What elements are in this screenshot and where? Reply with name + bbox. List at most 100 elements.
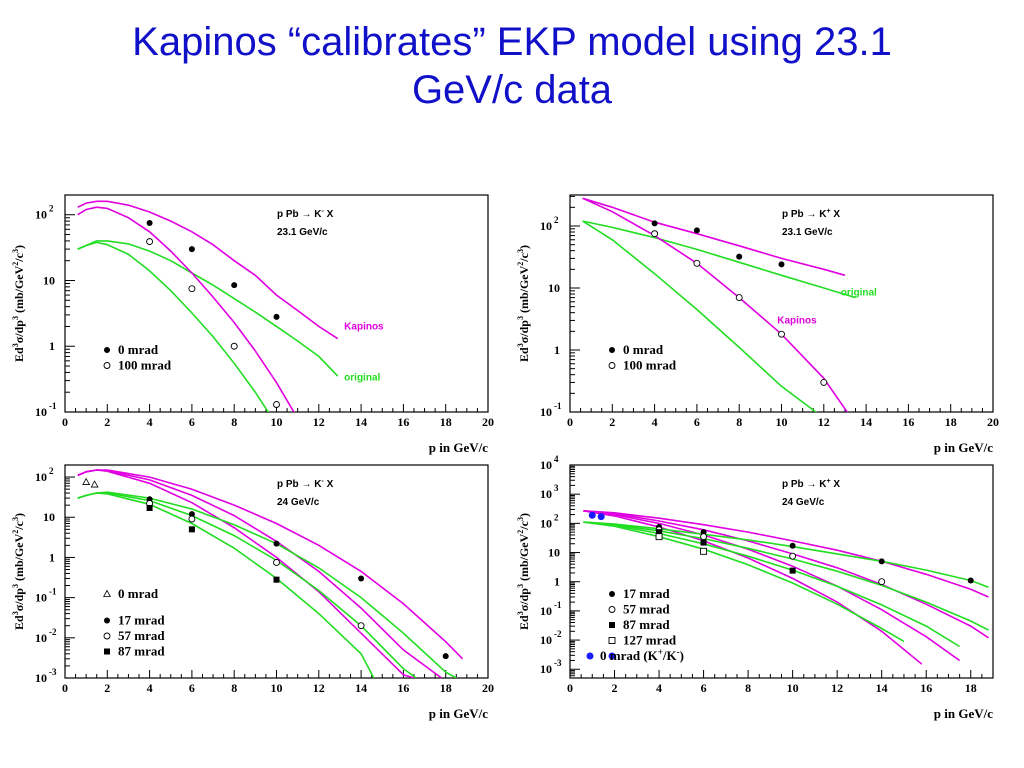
y-tick-exponent: 2 — [49, 204, 54, 214]
x-tick-label: 6 — [189, 681, 195, 695]
y-tick-exponent: 2 — [554, 215, 559, 225]
x-tick-label: 0 — [567, 681, 573, 695]
x-tick-label: 18 — [965, 681, 977, 695]
legend-label: 57 mrad — [623, 602, 670, 617]
y-tick-label: 10 — [35, 591, 47, 605]
legend-marker — [103, 589, 111, 597]
data-point — [90, 480, 99, 488]
original-curve-7 — [583, 521, 961, 648]
x-tick-label: 12 — [313, 681, 325, 695]
original-curve-5 — [583, 521, 989, 588]
legend-marker — [609, 591, 615, 597]
curves — [582, 197, 856, 412]
original-curve-6 — [77, 492, 375, 678]
x-tick-label: 2 — [104, 681, 110, 695]
legend-label: 0 mrad — [623, 342, 664, 357]
x-tick-label: 16 — [397, 681, 409, 695]
data-point — [700, 547, 708, 555]
data-point — [358, 575, 365, 582]
energy-label: 24 GeV/c — [782, 497, 825, 508]
y-tick-exponent: -1 — [554, 401, 562, 411]
curves — [77, 200, 339, 412]
original-curve-8 — [583, 521, 905, 643]
y-tick-label: 10 — [548, 546, 560, 560]
data-point — [273, 313, 280, 320]
legend-label: 87 mrad — [623, 617, 670, 632]
x-axis-label: p in GeV/c — [429, 706, 488, 721]
kapinos-curve-3 — [77, 206, 295, 412]
x-tick-label: 20 — [987, 415, 999, 429]
x-tick-label: 16 — [920, 681, 932, 695]
x-tick-label: 8 — [745, 681, 751, 695]
x-tick-label: 16 — [397, 415, 409, 429]
y-tick-exponent: 2 — [49, 466, 54, 476]
data-point — [273, 559, 280, 566]
data-point — [82, 477, 91, 485]
x-axis-label: p in GeV/c — [934, 706, 993, 721]
data-point — [188, 515, 196, 523]
x-tick-label: 6 — [189, 415, 195, 429]
data-point — [967, 577, 974, 584]
y-tick-label: 10 — [548, 281, 560, 295]
x-tick-label: 12 — [831, 681, 843, 695]
x-tick-label: 4 — [147, 415, 153, 429]
x-tick-label: 18 — [945, 415, 957, 429]
data-point — [651, 230, 659, 238]
legend-marker — [103, 362, 111, 369]
data-point — [597, 513, 605, 521]
data-point — [655, 533, 663, 541]
curve-label-kapinos: Kapinos — [344, 321, 384, 332]
y-tick-label: 10 — [540, 516, 552, 530]
x-tick-label: 10 — [787, 681, 799, 695]
x-tick-label: 2 — [609, 415, 615, 429]
legend-marker — [104, 617, 110, 624]
reaction-label: p Pb → K+ X — [782, 208, 840, 220]
data-point — [357, 622, 365, 630]
x-axis-label: p in GeV/c — [934, 440, 993, 455]
x-tick-label: 8 — [736, 415, 742, 429]
data-point — [736, 253, 743, 260]
x-tick-label: 0 — [62, 681, 68, 695]
y-tick-label: 10 — [35, 208, 47, 222]
legend-marker — [104, 347, 110, 353]
y-tick-label: 10 — [540, 633, 552, 647]
slide-title: Kapinos “calibrates” EKP model using 23.… — [0, 18, 1024, 114]
y-tick-label: 10 — [43, 510, 55, 524]
kapinos-curve-1 — [77, 200, 339, 340]
x-tick-label: 14 — [860, 415, 872, 429]
y-axis-label: Ed3σ/dp3 (mb/GeV2/c3) — [11, 513, 26, 630]
slide-title-line-2: GeV/c data — [411, 68, 613, 112]
data-point — [878, 578, 886, 586]
data-point — [735, 294, 743, 302]
data-point — [693, 259, 701, 267]
data-point — [273, 576, 280, 583]
energy-label: 23.1 GeV/c — [782, 227, 833, 238]
data-point — [588, 511, 596, 519]
data-point — [693, 227, 700, 234]
data-point — [146, 238, 154, 246]
x-tick-label: 6 — [694, 415, 700, 429]
x-tick-label: 2 — [612, 681, 618, 695]
y-tick-label: 10 — [540, 604, 552, 618]
y-tick-label: 10 — [35, 470, 47, 484]
y-tick-label: 10 — [35, 671, 47, 685]
data-point — [188, 526, 195, 533]
y-tick-label: 10 — [540, 219, 552, 233]
legend-label: 17 mrad — [118, 613, 165, 628]
x-tick-label: 10 — [271, 415, 283, 429]
y-axis-label: Ed3σ/dp3 (mb/GeV2/c3) — [516, 513, 531, 630]
y-tick-label: 10 — [35, 405, 47, 419]
original-curve-4 — [77, 241, 270, 412]
legend-label: 0 mrad (K+/K-) — [600, 647, 684, 663]
x-tick-label: 20 — [482, 681, 494, 695]
x-tick-label: 8 — [231, 681, 237, 695]
data-point — [700, 533, 708, 541]
data-point — [700, 539, 707, 546]
curves — [583, 510, 989, 665]
legend-label: 127 mrad — [623, 633, 677, 648]
curve-label-original: original — [841, 288, 877, 299]
x-axis-label: p in GeV/c — [429, 440, 488, 455]
x-tick-label: 0 — [567, 415, 573, 429]
